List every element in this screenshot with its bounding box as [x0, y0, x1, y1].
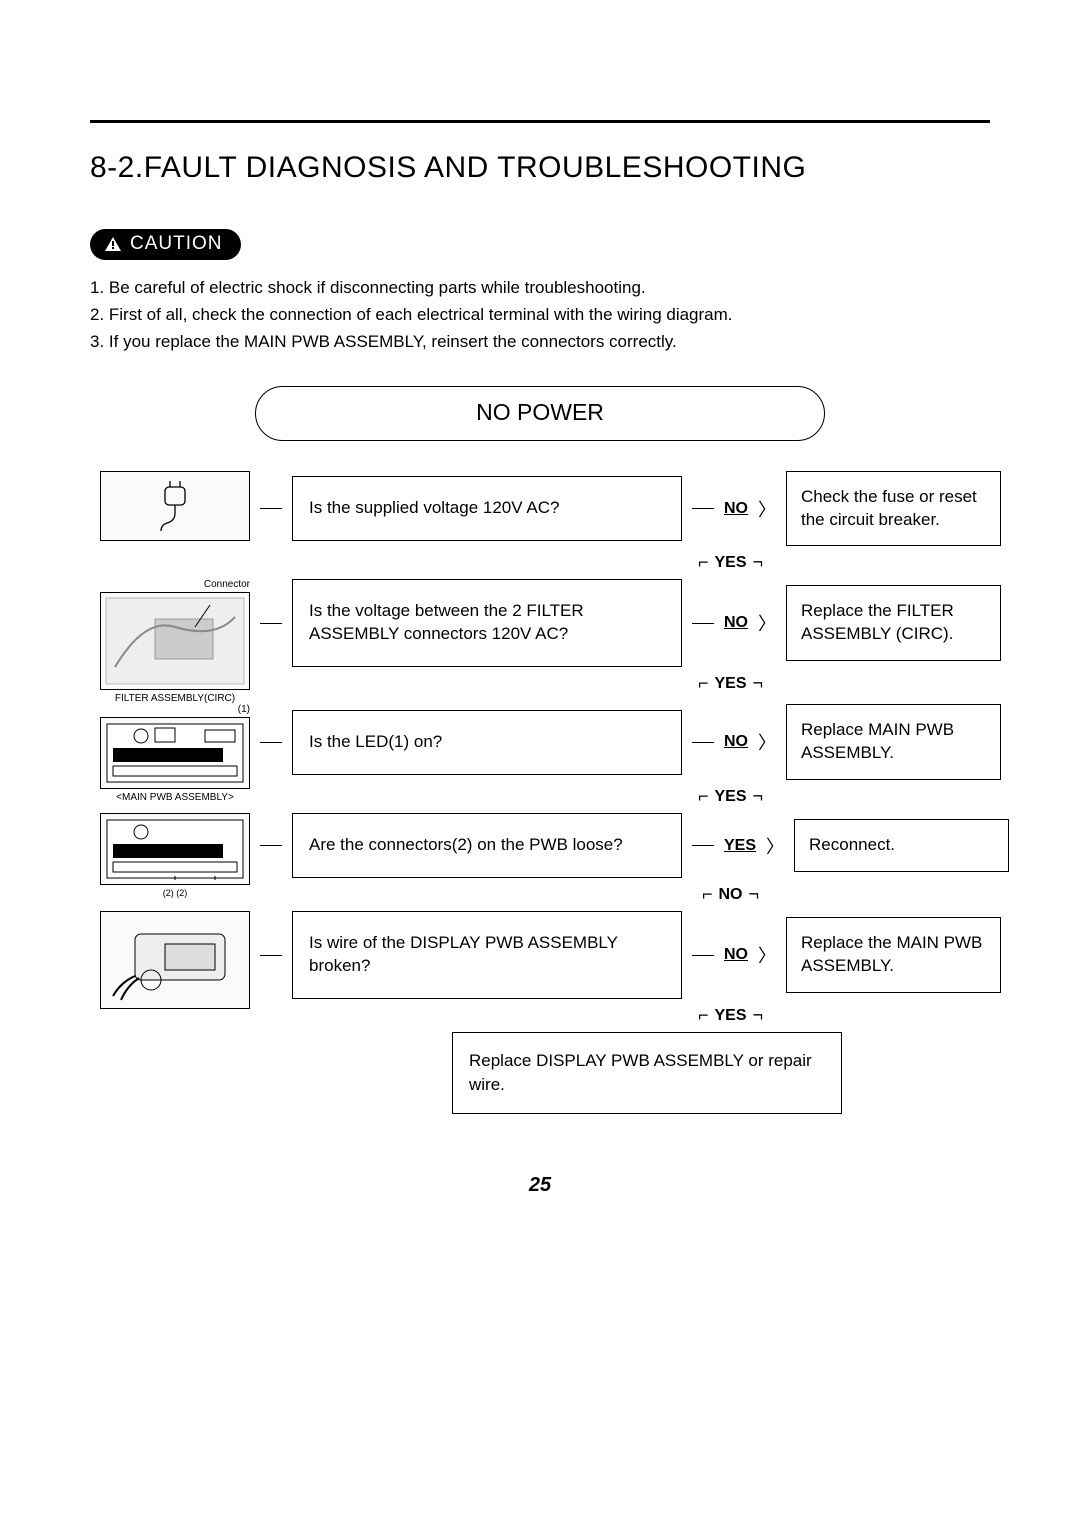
bracket-left-icon: ⌐: [698, 673, 709, 694]
question-box: Is the supplied voltage 120V AC?: [292, 476, 682, 541]
bracket-right-icon: ¬: [753, 673, 764, 694]
chevron-right-icon: 〉: [766, 833, 784, 859]
page-number: 25: [90, 1174, 990, 1197]
action-box: Reconnect.: [794, 819, 1009, 872]
connector-line: [260, 508, 282, 509]
bracket-right-icon: ¬: [753, 552, 764, 573]
action-box: Replace MAIN PWB ASSEMBLY.: [786, 704, 1001, 780]
thumb-cell: (2) (2): [90, 813, 260, 911]
flowchart: Is the supplied voltage 120V AC? NO 〉 Ch…: [90, 471, 990, 1114]
section-title: 8-2.FAULT DIAGNOSIS AND TROUBLESHOOTING: [90, 151, 990, 185]
action-box: Replace the FILTER ASSEMBLY (CIRC).: [786, 585, 1001, 661]
branch-label: YES: [724, 837, 756, 855]
caution-item: 3. If you replace the MAIN PWB ASSEMBLY,…: [90, 328, 990, 355]
thumb-pwb-connectors: [100, 813, 250, 885]
bracket-right-icon: ¬: [753, 1005, 764, 1026]
branch-label: NO: [724, 946, 748, 964]
plug-icon: [155, 481, 195, 531]
pcb-icon: [105, 818, 245, 880]
display-pwb-icon: [105, 916, 245, 1004]
branch-label: NO: [724, 614, 748, 632]
bracket-left-icon: ⌐: [702, 884, 713, 905]
thumb-filter-photo: [100, 592, 250, 690]
action-box: Replace the MAIN PWB ASSEMBLY.: [786, 917, 1001, 993]
chevron-right-icon: 〉: [758, 496, 776, 522]
thumb-cell: [90, 471, 260, 580]
step-block: Are the connectors(2) on the PWB loose? …: [260, 813, 1009, 911]
top-rule: [90, 120, 990, 123]
thumb-cell: Connector FILTER ASSEMBLY(CIRC): [90, 579, 260, 704]
thumb-plug-icon: [100, 471, 250, 541]
thumb-caption: <MAIN PWB ASSEMBLY>: [100, 792, 250, 803]
connector-line: [260, 623, 282, 624]
connector-line: [260, 955, 282, 956]
connector-line: [692, 845, 714, 846]
down-connector: ⌐ YES ¬: [260, 1005, 1009, 1026]
thumb-caption: Connector: [100, 579, 250, 590]
caution-item: 1. Be careful of electric shock if disco…: [90, 274, 990, 301]
thumb-caption: FILTER ASSEMBLY(CIRC): [100, 693, 250, 704]
connector-line: [692, 955, 714, 956]
chevron-right-icon: 〉: [758, 729, 776, 755]
thumb-caption: (1): [100, 704, 250, 715]
thumb-cell: [90, 911, 260, 1113]
branch-label: NO: [724, 733, 748, 751]
down-connector: ⌐ YES ¬: [260, 786, 1009, 807]
question-box: Is wire of the DISPLAY PWB ASSEMBLY brok…: [292, 911, 682, 999]
bracket-left-icon: ⌐: [698, 1005, 709, 1026]
step-block: Is the supplied voltage 120V AC? NO 〉 Ch…: [260, 471, 1009, 580]
step-block: Is wire of the DISPLAY PWB ASSEMBLY brok…: [260, 911, 1009, 1113]
down-label: YES: [715, 675, 747, 693]
connector-line: [692, 742, 714, 743]
bracket-right-icon: ¬: [753, 786, 764, 807]
photo-placeholder-icon: [105, 597, 245, 685]
down-label: YES: [715, 1007, 747, 1025]
pcb-icon: [105, 722, 245, 784]
symptom-oval: NO POWER: [255, 386, 825, 441]
bracket-left-icon: ⌐: [698, 786, 709, 807]
question-box: Is the voltage between the 2 FILTER ASSE…: [292, 579, 682, 667]
chevron-right-icon: 〉: [758, 610, 776, 636]
caution-badge: CAUTION: [90, 229, 241, 260]
down-label: YES: [715, 554, 747, 572]
thumb-cell: (1) <MAIN PWB ASSEMBLY>: [90, 704, 260, 813]
down-connector: ⌐ YES ¬: [260, 552, 1009, 573]
caution-item: 2. First of all, check the connection of…: [90, 301, 990, 328]
thumb-caption: (2) (2): [100, 888, 250, 898]
step-block: Is the LED(1) on? NO 〉 Replace MAIN PWB …: [260, 704, 1009, 813]
question-box: Are the connectors(2) on the PWB loose?: [292, 813, 682, 878]
connector-line: [260, 742, 282, 743]
connector-line: [692, 508, 714, 509]
warning-icon: [104, 236, 122, 252]
down-connector: ⌐ NO ¬: [260, 884, 1009, 905]
connector-line: [260, 845, 282, 846]
bracket-right-icon: ¬: [749, 884, 760, 905]
step-block: Is the voltage between the 2 FILTER ASSE…: [260, 579, 1009, 704]
down-label: YES: [715, 788, 747, 806]
branch-label: NO: [724, 500, 748, 518]
bracket-left-icon: ⌐: [698, 552, 709, 573]
action-box: Check the fuse or reset the circuit brea…: [786, 471, 1001, 547]
caution-label: CAUTION: [130, 233, 223, 255]
down-label: NO: [719, 886, 743, 904]
connector-line: [692, 623, 714, 624]
down-connector: ⌐ YES ¬: [260, 673, 1009, 694]
thumb-main-pwb: [100, 717, 250, 789]
question-box: Is the LED(1) on?: [292, 710, 682, 775]
caution-list: 1. Be careful of electric shock if disco…: [90, 274, 990, 356]
thumb-display-pwb: [100, 911, 250, 1009]
final-action-box: Replace DISPLAY PWB ASSEMBLY or repair w…: [452, 1032, 842, 1114]
chevron-right-icon: 〉: [758, 942, 776, 968]
